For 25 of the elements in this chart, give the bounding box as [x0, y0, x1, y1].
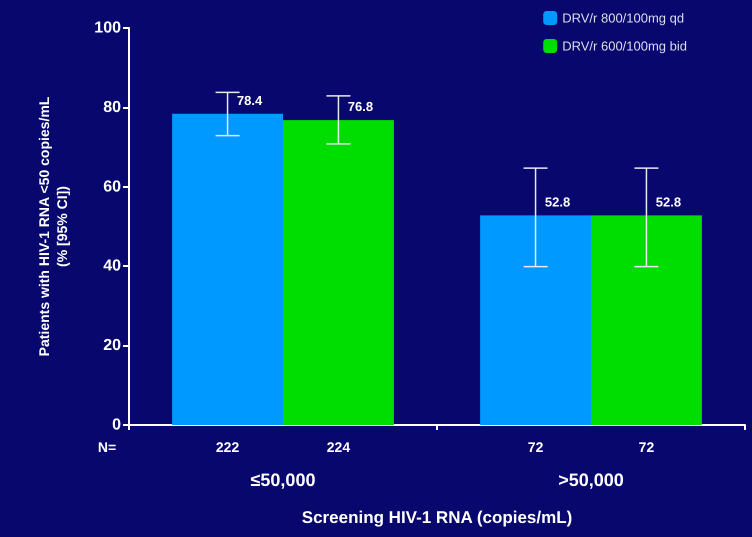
x-tick-label: >50,000: [558, 470, 624, 490]
bar: [172, 114, 283, 425]
text: 72: [528, 439, 544, 455]
y-tick-label: 40: [103, 258, 122, 275]
data-label: 78.4: [236, 92, 263, 108]
text: 224: [326, 439, 350, 455]
bar: [591, 215, 702, 425]
data-label: 52.8: [544, 194, 570, 210]
legend-label: DRV/r 600/100mg bid: [562, 38, 688, 54]
y-tick-label: 60: [103, 178, 122, 196]
x-axis-title: Screening HIV-1 RNA (copies/mL): [302, 508, 572, 527]
bar: [480, 215, 591, 425]
x-tick-label: ≤50,000: [250, 470, 316, 490]
y-tick-label: 0: [112, 416, 122, 434]
text: N=: [98, 439, 116, 455]
data-label: 52.8: [656, 194, 682, 210]
y-axis-title: Patients with HIV-1 RNA <50 copies/mL (% [95% CI]): [36, 96, 70, 356]
text: 222: [216, 439, 240, 455]
data-label: 76.8: [348, 99, 374, 114]
y-tick-label: 80: [103, 98, 122, 116]
legend-label: DRV/r 800/100mg qd: [562, 10, 684, 26]
bar: [283, 120, 394, 425]
y-tick-label: 100: [94, 20, 122, 36]
y-tick-label: 20: [103, 337, 122, 354]
text: 72: [638, 439, 654, 455]
